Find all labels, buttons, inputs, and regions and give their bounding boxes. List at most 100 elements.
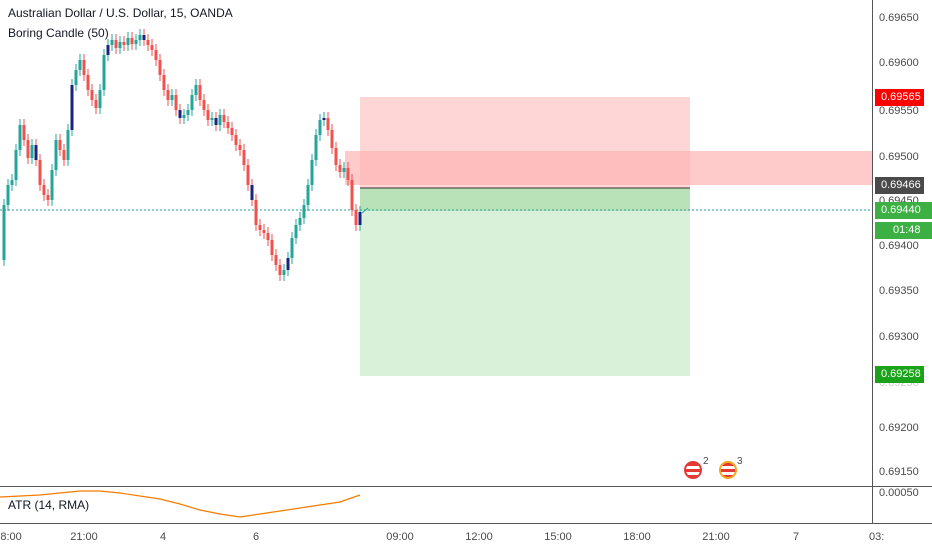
candle-body [262, 230, 266, 233]
candle-body [6, 185, 10, 205]
candle-body [14, 150, 18, 180]
candle-body [218, 115, 222, 125]
atr-legend[interactable]: ATR (14, RMA) [8, 498, 90, 512]
candle-body [170, 95, 174, 100]
candle-body [258, 225, 262, 230]
time-axis[interactable]: 18:00 21:00 4 6 09:00 12:00 15:00 18:00 … [0, 523, 932, 551]
candle-body [154, 50, 158, 60]
atr-scale[interactable]: 0.00050 [872, 487, 932, 523]
candle-body [174, 95, 178, 110]
time-label: 18:00 [623, 531, 651, 543]
indicator-legend[interactable]: Boring Candle (50) [8, 26, 109, 40]
candle-body [54, 140, 58, 170]
candle-body [66, 130, 70, 160]
time-label: 03: [869, 531, 885, 543]
candle-body [238, 145, 242, 150]
candles-canvas [0, 29, 872, 376]
candle-body [302, 205, 306, 218]
time-label: 7 [792, 531, 800, 543]
price-tick: 0.69400 [879, 240, 919, 252]
candle-body [106, 45, 110, 55]
candle-body [38, 160, 42, 185]
candle-body [254, 200, 258, 225]
pane-separator[interactable] [0, 486, 932, 487]
countdown-badge: 01:48 [875, 222, 932, 239]
candle-body [326, 118, 330, 130]
price-tick: 0.69550 [879, 105, 919, 117]
candle-body [266, 233, 270, 240]
price-tick: 0.69200 [879, 422, 919, 434]
candle-body [322, 118, 326, 120]
candle-body [62, 150, 66, 160]
candle-body [2, 205, 6, 260]
candle-body [186, 110, 190, 115]
candle-body [70, 85, 74, 130]
candle-body [250, 185, 254, 200]
candle-body [30, 145, 34, 158]
price-tick: 0.69350 [879, 285, 919, 297]
candle-body [10, 180, 14, 185]
stop-loss-badge: 0.69565 [875, 89, 924, 106]
candlestick-series [2, 29, 362, 281]
candle-body [166, 90, 170, 100]
candle-body [274, 255, 278, 265]
us-flag-icon[interactable] [719, 461, 737, 479]
time-label: 12:00 [465, 531, 493, 543]
time-label: 21:00 [70, 531, 98, 543]
candle-body [206, 110, 210, 120]
take-profit-zone-top [360, 188, 690, 211]
candle-body [50, 170, 54, 200]
candle-body [22, 125, 26, 140]
entry-badge: 0.69466 [875, 177, 924, 194]
symbol-title[interactable]: Australian Dollar / U.S. Dollar, 15, OAN… [8, 6, 233, 20]
event-count-2: 3 [737, 456, 743, 467]
current-price-badge: 0.69440 [875, 202, 932, 219]
candle-body [350, 180, 354, 210]
candle-body [354, 210, 358, 225]
candle-body [306, 185, 310, 205]
candle-body [46, 195, 50, 200]
candle-body [270, 240, 274, 255]
candle-body [358, 212, 362, 225]
candle-body [110, 40, 114, 45]
time-label: 6 [252, 531, 260, 543]
candle-body [158, 60, 162, 75]
candle-body [18, 125, 22, 150]
candle-body [318, 120, 322, 135]
candle-body [86, 75, 90, 90]
us-flag-icon[interactable] [684, 461, 702, 479]
candle-body [214, 118, 218, 125]
candle-body [334, 148, 338, 165]
price-tick: 0.69300 [879, 331, 919, 343]
candle-body [146, 40, 150, 45]
time-label: 15:00 [544, 531, 572, 543]
candle-body [342, 168, 346, 172]
event-count-1: 2 [703, 456, 709, 467]
candle-body [26, 140, 30, 158]
candle-body [126, 38, 130, 45]
candle-body [90, 90, 94, 100]
price-tick: 0.69600 [879, 57, 919, 69]
candle-body [162, 75, 166, 90]
candle-body [78, 60, 82, 70]
time-label: 09:00 [386, 531, 414, 543]
candle-body [242, 150, 246, 165]
price-scale[interactable]: 0.69650 0.69600 0.69550 0.69500 0.69450 … [872, 0, 932, 486]
candle-body [198, 85, 202, 100]
candle-body [34, 145, 38, 160]
candle-body [118, 42, 122, 48]
candle-body [282, 270, 286, 275]
take-profit-zone[interactable] [360, 188, 690, 376]
candle-body [58, 140, 62, 150]
price-chart[interactable]: Australian Dollar / U.S. Dollar, 15, OAN… [0, 0, 872, 486]
candle-body [122, 42, 126, 45]
time-label: 18:00 [0, 531, 22, 543]
candle-body [94, 100, 98, 108]
candle-body [278, 265, 282, 275]
price-tick: 0.69500 [879, 151, 919, 163]
candle-body [150, 45, 154, 50]
candle-body [114, 40, 118, 48]
price-tick: 0.69650 [879, 12, 919, 24]
atr-pane[interactable]: ATR (14, RMA) [0, 487, 872, 523]
supply-zone[interactable] [345, 151, 872, 185]
